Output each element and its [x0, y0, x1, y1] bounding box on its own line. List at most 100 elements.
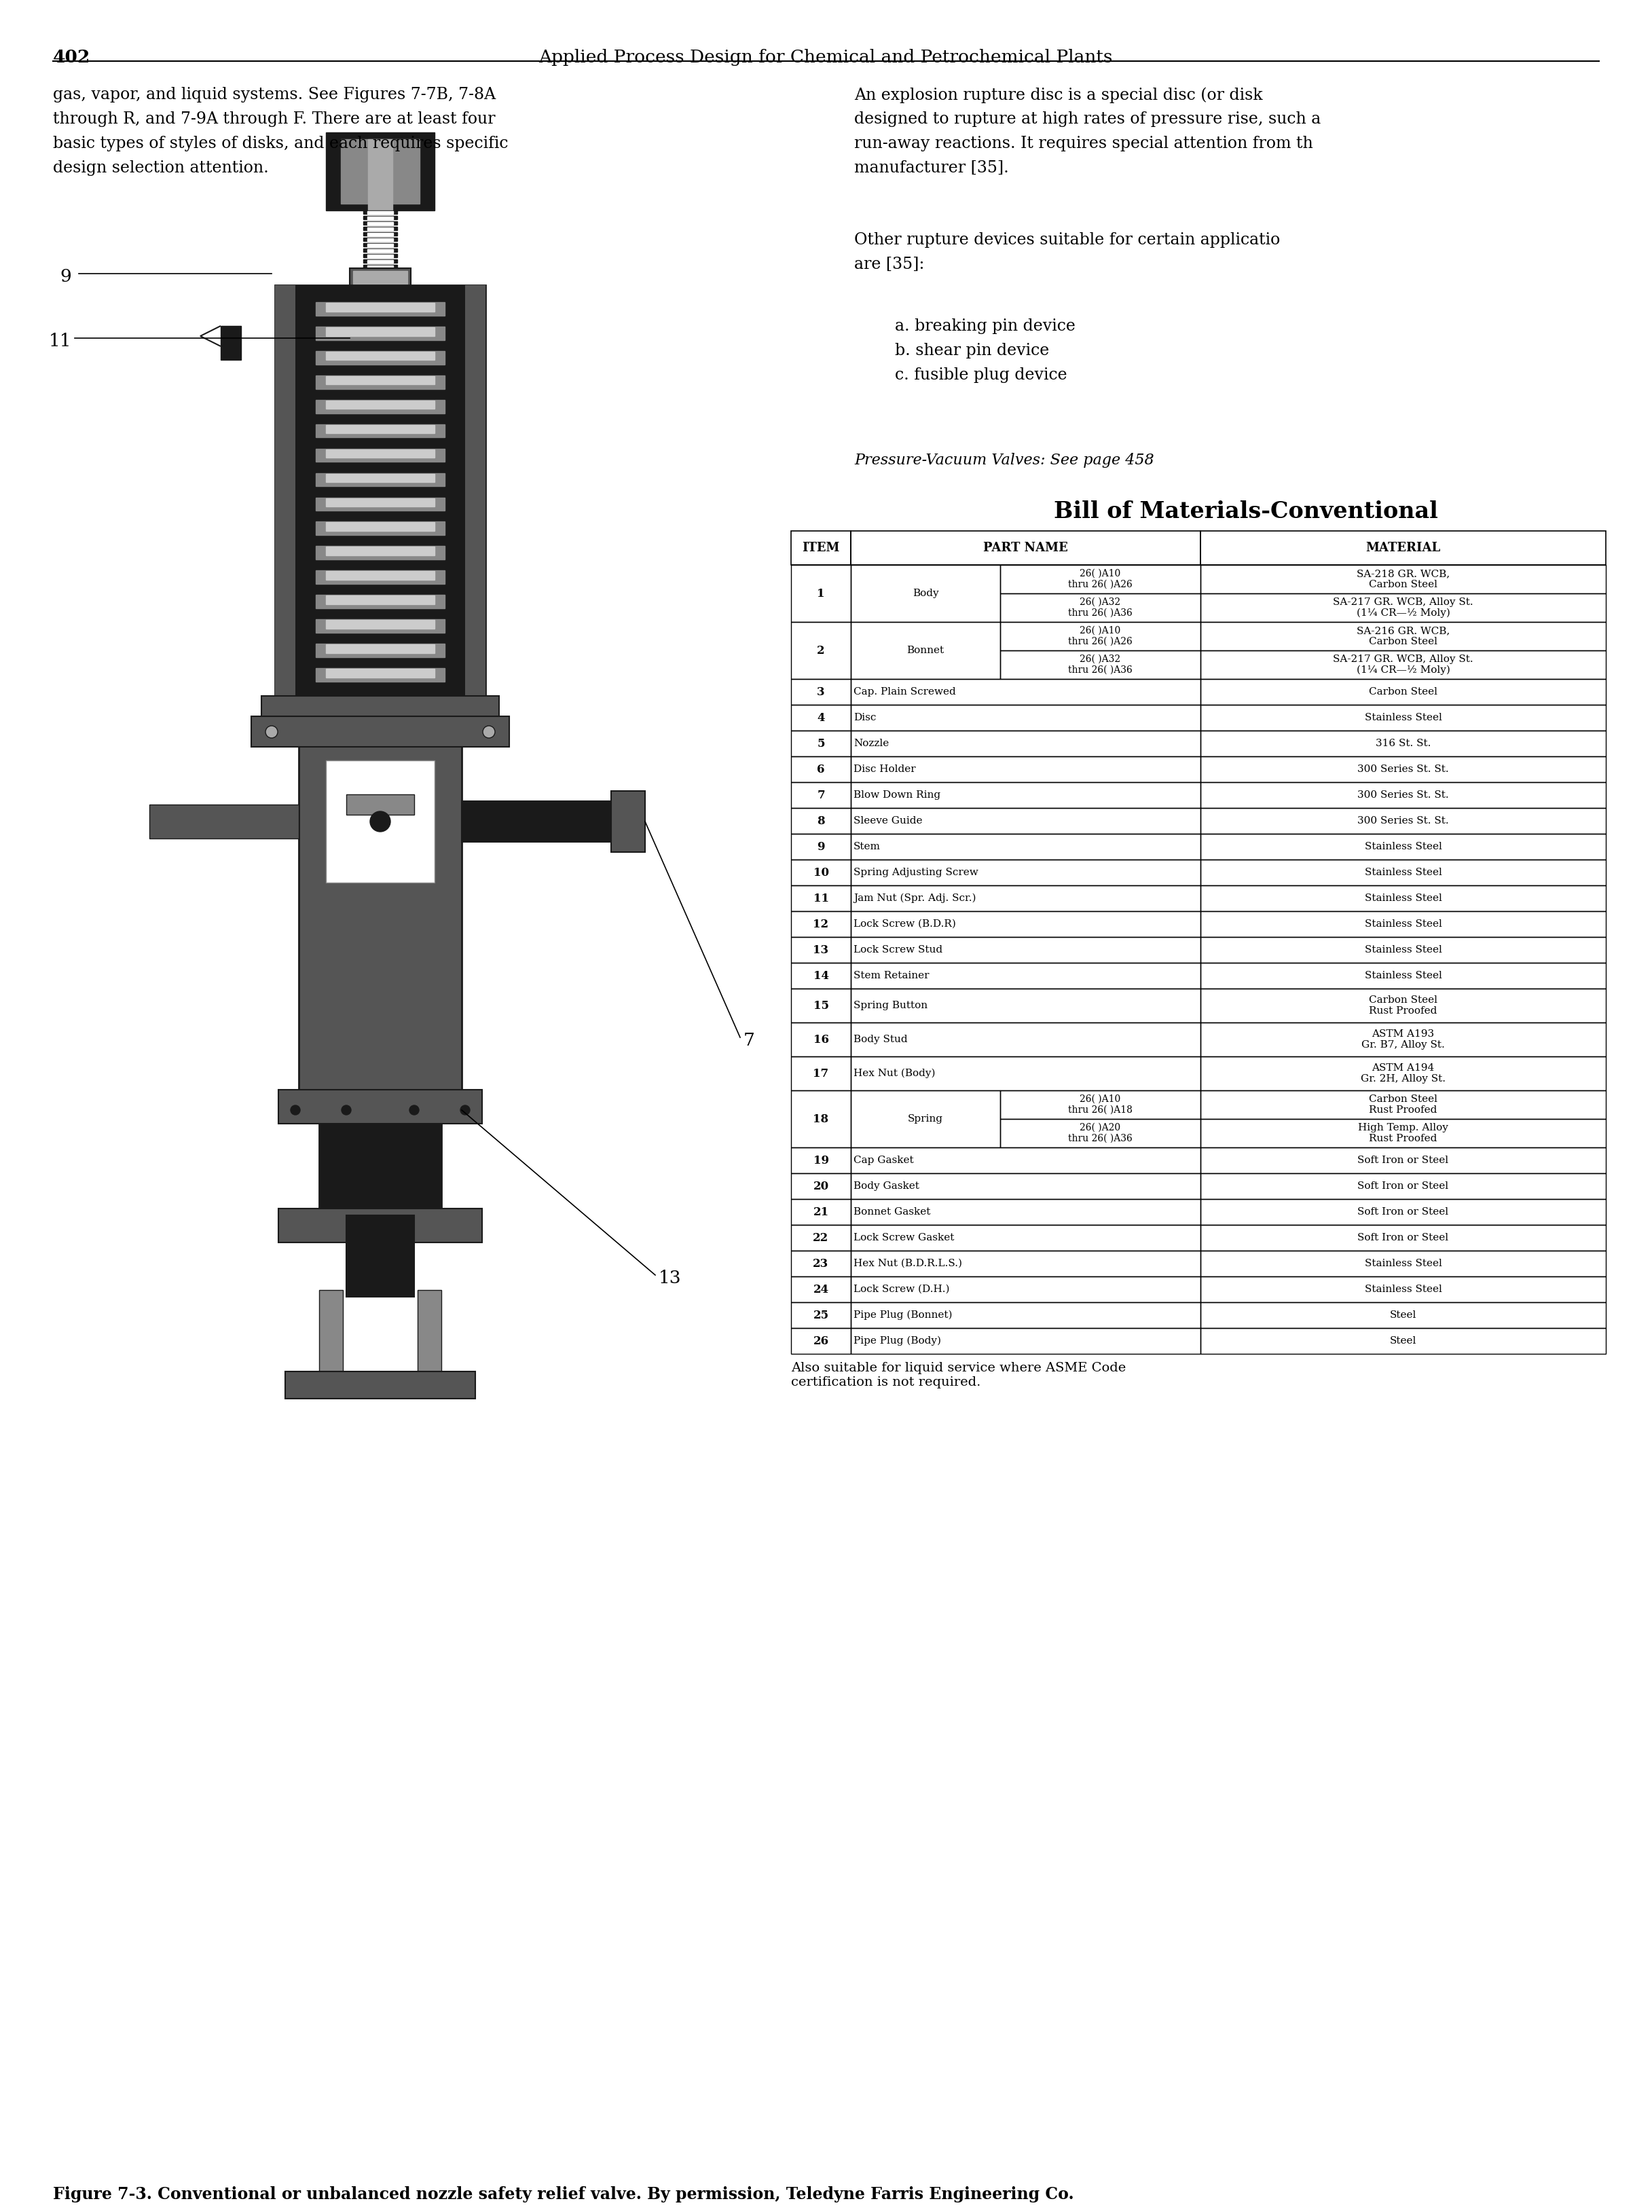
Bar — [363, 221, 396, 226]
Bar — [367, 265, 393, 268]
Bar — [791, 989, 851, 1022]
Bar — [316, 522, 444, 535]
Bar — [791, 834, 851, 860]
Bar — [851, 1199, 1201, 1225]
Bar — [791, 1327, 851, 1354]
Bar — [325, 571, 434, 580]
Text: 23: 23 — [813, 1259, 829, 1270]
Bar — [791, 1148, 851, 1172]
Bar — [1201, 757, 1606, 783]
Text: Stainless Steel: Stainless Steel — [1365, 894, 1442, 902]
Text: Carbon Steel
Rust Proofed: Carbon Steel Rust Proofed — [1370, 995, 1437, 1015]
Bar — [274, 285, 296, 719]
Bar — [316, 619, 444, 633]
Text: 1: 1 — [818, 588, 824, 599]
Text: 316 St. St.: 316 St. St. — [1376, 739, 1431, 748]
Bar — [363, 232, 396, 237]
Bar — [316, 644, 444, 657]
Bar — [367, 239, 393, 241]
Bar — [363, 237, 396, 241]
Bar — [325, 761, 434, 883]
Text: 300 Series St. St.: 300 Series St. St. — [1358, 816, 1449, 825]
Text: Spring Adjusting Screw: Spring Adjusting Screw — [854, 867, 978, 878]
Text: gas, vapor, and liquid systems. See Figures 7-7B, 7-8A: gas, vapor, and liquid systems. See Figu… — [53, 86, 496, 102]
Text: Disc: Disc — [854, 712, 876, 723]
Bar — [791, 1091, 851, 1148]
Bar — [316, 303, 444, 316]
Text: 26( )A32
thru 26( )A36: 26( )A32 thru 26( )A36 — [1069, 597, 1133, 617]
Text: ASTM A193
Gr. B7, Alloy St.: ASTM A193 Gr. B7, Alloy St. — [1361, 1029, 1446, 1051]
Text: Stainless Steel: Stainless Steel — [1365, 971, 1442, 980]
Text: 7: 7 — [743, 1033, 755, 1048]
Text: 4: 4 — [818, 712, 824, 723]
Text: 19: 19 — [813, 1155, 829, 1166]
Bar — [1201, 807, 1606, 834]
Text: Stainless Steel: Stainless Steel — [1365, 1285, 1442, 1294]
Bar — [325, 595, 434, 604]
Bar — [316, 595, 444, 608]
Ellipse shape — [461, 1106, 469, 1115]
Text: Bill of Materials-Conventional: Bill of Materials-Conventional — [1054, 500, 1439, 522]
Bar — [354, 270, 408, 285]
Text: 26: 26 — [813, 1336, 829, 1347]
Text: Disc Holder: Disc Holder — [854, 765, 915, 774]
Text: 26( )A10
thru 26( )A18: 26( )A10 thru 26( )A18 — [1069, 1095, 1133, 1115]
Bar — [363, 243, 396, 246]
Bar — [999, 650, 1201, 679]
Bar — [791, 860, 851, 885]
Text: 300 Series St. St.: 300 Series St. St. — [1358, 790, 1449, 801]
Text: 9: 9 — [59, 268, 71, 285]
Text: Spring: Spring — [909, 1115, 943, 1124]
Text: Stainless Steel: Stainless Steel — [1365, 867, 1442, 878]
Bar — [316, 571, 444, 584]
Text: Stainless Steel: Stainless Steel — [1365, 712, 1442, 723]
Text: 20: 20 — [813, 1181, 829, 1192]
Text: Stainless Steel: Stainless Steel — [1365, 843, 1442, 852]
Bar — [316, 473, 444, 487]
Bar — [791, 807, 851, 834]
Bar — [316, 425, 444, 438]
Bar — [316, 327, 444, 341]
Text: Bonnet Gasket: Bonnet Gasket — [854, 1208, 930, 1217]
Text: Applied Process Design for Chemical and Petrochemical Plants: Applied Process Design for Chemical and … — [539, 49, 1113, 66]
Text: designed to rupture at high rates of pressure rise, such a: designed to rupture at high rates of pre… — [854, 111, 1322, 126]
Text: Stainless Steel: Stainless Steel — [1365, 1259, 1442, 1267]
Bar — [1201, 1119, 1606, 1148]
Bar — [1201, 564, 1606, 593]
Bar — [851, 989, 1201, 1022]
Text: Sleeve Guide: Sleeve Guide — [854, 816, 922, 825]
Text: 11: 11 — [813, 891, 829, 905]
Bar — [363, 254, 396, 257]
Ellipse shape — [342, 1106, 350, 1115]
Bar — [851, 1225, 1201, 1250]
Bar — [347, 1214, 415, 1296]
Bar — [325, 376, 434, 385]
Bar — [319, 1093, 441, 1214]
Bar — [999, 564, 1201, 593]
Bar — [851, 531, 1201, 564]
Bar — [999, 1119, 1201, 1148]
Bar — [999, 593, 1201, 622]
Text: 6: 6 — [818, 763, 824, 774]
Bar — [1201, 1327, 1606, 1354]
Text: Soft Iron or Steel: Soft Iron or Steel — [1358, 1155, 1449, 1166]
Text: ITEM: ITEM — [803, 542, 839, 553]
Bar — [325, 498, 434, 507]
Text: Cap Gasket: Cap Gasket — [854, 1155, 914, 1166]
Text: 14: 14 — [813, 969, 829, 982]
Text: PART NAME: PART NAME — [983, 542, 1067, 553]
Bar — [851, 564, 999, 622]
Bar — [367, 270, 393, 274]
Bar — [851, 783, 1201, 807]
Bar — [350, 268, 411, 288]
Bar — [418, 1290, 441, 1378]
Bar — [316, 400, 444, 414]
Bar — [316, 546, 444, 560]
Bar — [1201, 989, 1606, 1022]
Text: a. breaking pin device: a. breaking pin device — [895, 319, 1075, 334]
Bar — [1201, 938, 1606, 962]
Bar — [325, 449, 434, 458]
Text: Carbon Steel
Rust Proofed: Carbon Steel Rust Proofed — [1370, 1095, 1437, 1115]
Bar — [791, 1057, 851, 1091]
Bar — [851, 706, 1201, 730]
